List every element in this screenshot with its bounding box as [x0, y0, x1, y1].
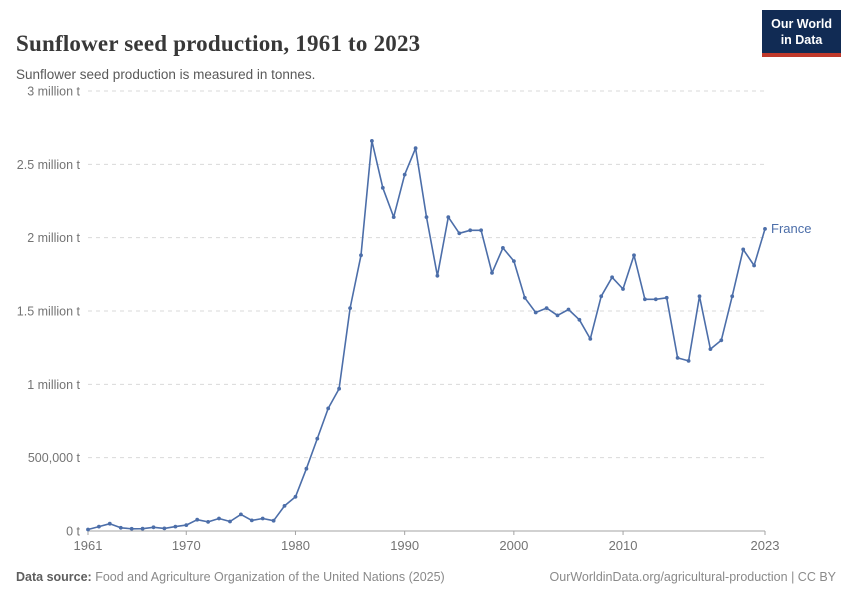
chart-subtitle: Sunflower seed production is measured in… — [16, 66, 316, 82]
y-tick-label: 2 million t — [27, 231, 80, 245]
series-line[interactable] — [87, 140, 766, 531]
x-tick-label: 2023 — [751, 538, 780, 553]
data-point[interactable] — [653, 297, 658, 302]
data-point[interactable] — [501, 246, 505, 250]
data-point[interactable] — [424, 215, 429, 220]
y-tick-label: 1 million t — [27, 378, 80, 392]
data-point[interactable] — [719, 338, 724, 343]
owid-logo-line1: Our World — [771, 17, 832, 31]
x-tick-label: 2000 — [499, 538, 528, 553]
data-point[interactable] — [741, 247, 746, 252]
data-point[interactable] — [184, 523, 189, 527]
y-tick-label: 1.5 million t — [17, 305, 81, 319]
data-point[interactable] — [370, 139, 374, 143]
data-point[interactable] — [479, 228, 483, 233]
data-point[interactable] — [730, 294, 735, 299]
data-point[interactable] — [282, 504, 287, 508]
footer-links: OurWorldinData.org/agricultural-producti… — [550, 570, 836, 584]
data-point[interactable] — [315, 436, 320, 441]
x-tick-label: 1970 — [172, 538, 201, 553]
data-point[interactable] — [686, 359, 691, 363]
data-point[interactable] — [86, 527, 90, 532]
data-point[interactable] — [173, 524, 178, 529]
data-point[interactable] — [239, 512, 243, 517]
data-point[interactable] — [337, 386, 341, 391]
data-point[interactable] — [271, 518, 276, 523]
data-point[interactable] — [610, 275, 614, 280]
data-point[interactable] — [664, 295, 669, 300]
data-point[interactable] — [228, 519, 232, 524]
data-point[interactable] — [97, 524, 101, 529]
data-point[interactable] — [468, 228, 473, 233]
license-label: CC BY — [797, 570, 836, 584]
data-point[interactable] — [763, 227, 767, 231]
data-point[interactable] — [544, 306, 549, 310]
line-chart[interactable]: 0 t 500,000 t 1 million t 1.5 million t 2 mi… — [0, 80, 850, 566]
data-point[interactable] — [162, 526, 167, 531]
x-tick-label: 1980 — [281, 538, 310, 553]
data-point[interactable] — [217, 516, 221, 521]
data-source: Data source: Food and Agriculture Organi… — [16, 570, 445, 584]
data-point[interactable] — [380, 185, 385, 190]
data-point[interactable] — [413, 146, 418, 151]
data-point[interactable] — [118, 525, 123, 530]
owid-logo[interactable]: Our World in Data — [762, 10, 841, 57]
y-tick-label: 3 million t — [27, 85, 80, 99]
data-point[interactable] — [588, 337, 593, 341]
data-point[interactable] — [533, 310, 538, 315]
series-entity-label[interactable]: France — [771, 221, 811, 236]
data-point[interactable] — [577, 317, 582, 322]
data-point[interactable] — [435, 273, 440, 278]
y-tick-label: 500,000 t — [28, 451, 81, 465]
chart-footer: Data source: Food and Agriculture Organi… — [0, 566, 850, 600]
data-point[interactable] — [522, 295, 527, 300]
data-point[interactable] — [697, 294, 702, 299]
data-point[interactable] — [359, 253, 363, 258]
data-point[interactable] — [599, 294, 604, 299]
footer-separator: | — [787, 570, 798, 584]
data-point[interactable] — [708, 347, 713, 351]
y-tick-label: 0 t — [66, 525, 80, 539]
data-point[interactable] — [326, 406, 331, 411]
data-source-text: Food and Agriculture Organization of the… — [91, 570, 445, 584]
data-point[interactable] — [402, 172, 407, 177]
data-point[interactable] — [293, 494, 298, 499]
x-tick-label: 1961 — [74, 538, 103, 553]
y-tick-label: 2.5 million t — [17, 158, 81, 172]
data-point[interactable] — [391, 215, 396, 220]
data-point[interactable] — [206, 520, 211, 524]
owid-logo-line2: in Data — [780, 33, 823, 48]
data-point[interactable] — [446, 215, 451, 220]
data-source-label: Data source: — [16, 570, 92, 584]
page-title: Sunflower seed production, 1961 to 2023 — [16, 31, 421, 57]
data-point[interactable] — [512, 259, 516, 263]
data-point[interactable] — [621, 287, 625, 291]
data-point[interactable] — [129, 526, 134, 531]
data-point[interactable] — [566, 307, 571, 312]
data-point[interactable] — [107, 521, 112, 526]
x-tick-label: 1990 — [390, 538, 419, 553]
data-point[interactable] — [348, 306, 352, 310]
data-point[interactable] — [151, 525, 156, 530]
data-point[interactable] — [457, 231, 462, 236]
data-point[interactable] — [260, 516, 265, 521]
data-point[interactable] — [490, 271, 494, 275]
data-point[interactable] — [675, 356, 680, 360]
data-point[interactable] — [140, 526, 145, 531]
data-point[interactable] — [195, 517, 200, 522]
data-point[interactable] — [632, 253, 636, 258]
data-point[interactable] — [304, 466, 309, 471]
data-point[interactable] — [555, 313, 560, 318]
owid-url-link[interactable]: OurWorldinData.org/agricultural-producti… — [549, 570, 788, 584]
data-point[interactable] — [752, 263, 756, 268]
data-point[interactable] — [249, 518, 254, 523]
data-point[interactable] — [643, 297, 647, 302]
x-tick-label: 2010 — [609, 538, 638, 553]
